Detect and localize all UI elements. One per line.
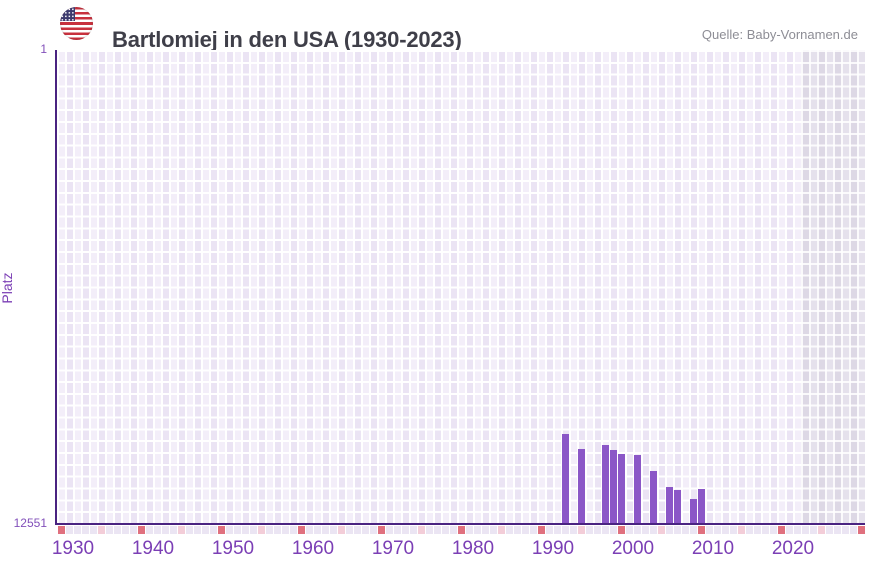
axis-marker-cell-1953 — [258, 526, 265, 534]
rank-bar-1991[interactable] — [562, 434, 569, 523]
axis-marker-cell-2013 — [738, 526, 745, 534]
x-tick-label-2020: 2020 — [771, 538, 815, 559]
axis-marker-cell-1943 — [178, 526, 185, 534]
axis-marker-cell-1958 — [298, 526, 305, 534]
x-tick-label-1940: 1940 — [131, 538, 175, 559]
x-tick-label-1990: 1990 — [531, 538, 575, 559]
y-axis-line — [55, 50, 57, 525]
no-data-region — [801, 50, 865, 523]
rank-bar-2004[interactable] — [666, 486, 673, 523]
plot-area — [57, 50, 865, 523]
y-axis-max-label: 1 — [40, 42, 47, 56]
rank-bar-2008[interactable] — [698, 489, 705, 523]
axis-marker-cell-2028 — [858, 526, 865, 534]
y-axis-min-label: 12551 — [13, 516, 47, 530]
axis-marker-cell-1928 — [58, 526, 65, 534]
axis-marker-cell-1938 — [138, 526, 145, 534]
source-label: Quelle: Baby-Vornamen.de — [701, 27, 858, 42]
axis-marker-cell-2018 — [778, 526, 785, 534]
axis-marker-strip — [57, 526, 865, 534]
axis-marker-cell-1948 — [218, 526, 225, 534]
axis-marker-cell-1973 — [418, 526, 425, 534]
x-axis-tick-labels: 1930 1940 1950 1960 1970 1980 1990 2000 2010 2020 — [52, 538, 865, 562]
x-tick-label-1930: 1930 — [51, 538, 95, 559]
axis-marker-cell-1988 — [538, 526, 545, 534]
rank-bar-1996[interactable] — [602, 444, 609, 523]
rank-bar-2005[interactable] — [674, 489, 681, 523]
us-flag-icon — [60, 7, 93, 40]
axis-marker-cell-1933 — [98, 526, 105, 534]
x-tick-label-2000: 2000 — [611, 538, 655, 559]
y-axis-title: Platz — [0, 272, 15, 304]
page-title: Bartlomiej in den USA (1930-2023) — [112, 26, 462, 52]
x-axis-line — [55, 523, 865, 525]
rank-bar-1998[interactable] — [618, 453, 625, 523]
x-tick-label-2010: 2010 — [691, 538, 735, 559]
x-tick-label-1960: 1960 — [291, 538, 335, 559]
x-tick-label-1950: 1950 — [211, 538, 255, 559]
axis-marker-cell-2023 — [818, 526, 825, 534]
axis-marker-cell-1963 — [338, 526, 345, 534]
rank-bar-1997[interactable] — [610, 449, 617, 523]
axis-marker-cell-2003 — [658, 526, 665, 534]
axis-marker-cell-1998 — [618, 526, 625, 534]
axis-marker-cell-2008 — [698, 526, 705, 534]
x-tick-label-1980: 1980 — [451, 538, 495, 559]
rank-bar-2002[interactable] — [650, 471, 657, 523]
axis-marker-cell-1978 — [458, 526, 465, 534]
rank-bar-2000[interactable] — [634, 455, 641, 523]
x-tick-label-1970: 1970 — [371, 538, 415, 559]
rank-bar-1993[interactable] — [578, 449, 585, 523]
axis-marker-cell-1968 — [378, 526, 385, 534]
axis-marker-cell-1983 — [498, 526, 505, 534]
rank-bar-2007[interactable] — [690, 498, 697, 523]
axis-marker-cell-1993 — [578, 526, 585, 534]
